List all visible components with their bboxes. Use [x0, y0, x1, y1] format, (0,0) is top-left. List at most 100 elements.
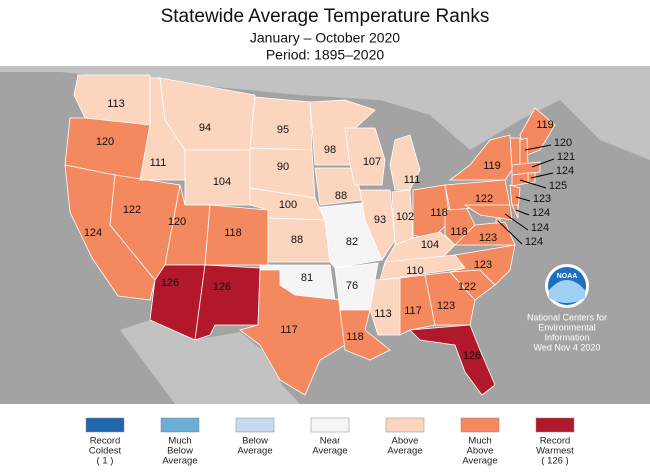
legend-label: ( 1 )	[97, 456, 114, 467]
legend-label: Below	[167, 446, 193, 457]
legend-swatch	[460, 417, 500, 433]
legend-swatch	[535, 417, 575, 433]
leader-line	[519, 179, 547, 189]
leader-line	[515, 209, 530, 216]
state	[448, 134, 513, 181]
state-rank: 76	[346, 280, 358, 292]
leader-line	[530, 172, 554, 179]
legend-label: ( 126 )	[541, 456, 568, 467]
state-rank: 88	[291, 234, 303, 246]
state-rank: 82	[346, 236, 358, 248]
legend-label: Below	[242, 436, 268, 447]
state-rank: 119	[536, 119, 554, 131]
state-rank: 121	[557, 151, 575, 163]
legend-label: Above	[467, 446, 494, 457]
state-rank: 123	[533, 193, 551, 205]
state-rank: 124	[556, 165, 574, 177]
state	[424, 271, 476, 326]
legend-label: Record	[90, 436, 121, 447]
state	[449, 244, 516, 286]
subtitle: January – October 2020	[250, 30, 400, 46]
state-rank: 123	[479, 232, 497, 244]
state-rank: 126	[463, 350, 481, 362]
state-rank: 117	[404, 305, 422, 317]
state	[409, 324, 496, 396]
mexico	[120, 320, 300, 404]
leader-line	[524, 144, 552, 151]
state-rank: 122	[458, 281, 476, 293]
state-rank: 118	[224, 227, 242, 239]
leader-line	[515, 196, 531, 202]
state-rank: 81	[301, 272, 313, 284]
legend-label: Average	[312, 446, 347, 457]
state-rank: 124	[531, 222, 549, 234]
state-rank: 111	[150, 157, 167, 169]
state-rank: 104	[421, 239, 439, 251]
legend-label: Average	[162, 456, 197, 467]
state-rank: 120	[96, 136, 114, 148]
logo-text: NOAA	[557, 273, 578, 280]
state-rank: 88	[335, 190, 347, 202]
state-rank: 94	[199, 122, 211, 134]
state-rank: 118	[346, 331, 364, 343]
state-rank: 126	[213, 281, 231, 293]
state-rank: 118	[450, 226, 468, 238]
legend-swatch	[85, 417, 125, 433]
state	[369, 277, 401, 336]
leader-line	[504, 213, 529, 231]
state-rank: 104	[213, 176, 231, 188]
state-rank: 123	[437, 300, 455, 312]
state-rank: 122	[123, 204, 141, 216]
state-rank: 126	[161, 277, 179, 289]
state-rank: 98	[324, 144, 336, 156]
legend-label: Coldest	[89, 446, 122, 457]
legend-label: Average	[387, 446, 422, 457]
legend-label: Average	[462, 456, 497, 467]
state-rank: 120	[168, 216, 186, 228]
state-rank: 107	[363, 156, 381, 168]
legend-label: Record	[540, 436, 571, 447]
state-rank: 125	[549, 180, 567, 192]
state-rank: 90	[277, 161, 289, 173]
state-rank: 124	[84, 227, 102, 239]
legend-swatch	[310, 417, 350, 433]
state	[511, 204, 519, 219]
legend-label: Above	[392, 436, 419, 447]
state-rank: 119	[483, 160, 501, 172]
state	[511, 161, 541, 176]
state-rank: 100	[279, 199, 297, 211]
state-rank: 93	[374, 214, 386, 226]
legend-swatch	[160, 417, 200, 433]
state-rank: 102	[396, 211, 414, 223]
state-rank: 110	[406, 265, 424, 277]
state-rank: 120	[554, 137, 572, 149]
legend-label: Much	[168, 436, 191, 447]
leader-line	[497, 220, 523, 245]
state-rank: 113	[107, 98, 125, 110]
state	[511, 172, 529, 187]
legend-label: Warmest	[536, 446, 574, 457]
noaa-logo: NOAA	[545, 264, 589, 308]
state-rank: 123	[474, 259, 492, 271]
credit-line: Environmental	[538, 322, 596, 332]
state	[412, 184, 451, 241]
state	[359, 189, 396, 261]
state-rank: 117	[280, 324, 298, 336]
credit-line: Information	[544, 332, 589, 342]
state	[454, 221, 516, 246]
state	[344, 127, 386, 186]
credit-line: Wed Nov 4 2020	[534, 342, 601, 352]
credit-line: National Centers for	[527, 312, 607, 322]
leader-line	[531, 158, 555, 168]
logo-wave	[549, 280, 585, 303]
state	[519, 137, 529, 166]
state-rank: 124	[532, 207, 550, 219]
legend-swatch	[235, 417, 275, 433]
state-rank: 111	[404, 174, 421, 186]
state-rank: 124	[525, 236, 543, 248]
state-rank: 118	[430, 207, 448, 219]
state	[463, 204, 513, 221]
state-rank: 95	[277, 124, 289, 136]
canada	[0, 66, 650, 160]
